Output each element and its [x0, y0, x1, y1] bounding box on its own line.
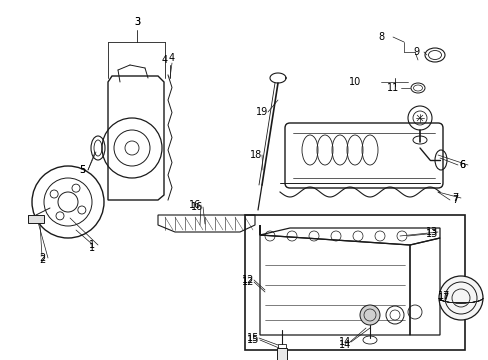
- Text: 10: 10: [348, 77, 360, 87]
- Bar: [244, 215, 464, 350]
- Text: 6: 6: [458, 160, 464, 170]
- Text: 2: 2: [39, 253, 45, 263]
- Text: 3: 3: [134, 17, 140, 27]
- Text: 11: 11: [386, 83, 398, 93]
- Circle shape: [359, 305, 379, 325]
- Text: 16: 16: [190, 202, 203, 212]
- Text: 12: 12: [242, 275, 254, 285]
- Text: 7: 7: [451, 195, 457, 205]
- Text: 17: 17: [437, 293, 449, 303]
- Bar: [28, 215, 44, 223]
- Text: 15: 15: [246, 333, 259, 343]
- Text: 17: 17: [437, 291, 449, 301]
- Text: 13: 13: [425, 229, 437, 239]
- Text: 9: 9: [412, 47, 418, 57]
- Text: 3: 3: [134, 17, 140, 27]
- Text: 16: 16: [188, 200, 201, 210]
- Text: 4: 4: [168, 53, 175, 63]
- Text: 18: 18: [249, 150, 262, 160]
- Text: 5: 5: [79, 165, 85, 175]
- Text: 14: 14: [338, 340, 350, 350]
- Text: 7: 7: [451, 193, 457, 203]
- Text: 5: 5: [79, 165, 85, 175]
- Text: 6: 6: [458, 160, 464, 170]
- Text: 1: 1: [89, 240, 95, 250]
- Text: 1: 1: [89, 243, 95, 253]
- Circle shape: [438, 276, 482, 320]
- Text: 19: 19: [255, 107, 267, 117]
- Bar: [278, 344, 285, 348]
- Text: 4: 4: [162, 55, 168, 65]
- Text: 12: 12: [242, 277, 254, 287]
- Text: 8: 8: [377, 32, 383, 42]
- Text: 13: 13: [425, 227, 437, 237]
- Text: 2: 2: [39, 255, 45, 265]
- Text: 14: 14: [338, 337, 350, 347]
- Text: 15: 15: [246, 335, 259, 345]
- Bar: [276, 348, 286, 360]
